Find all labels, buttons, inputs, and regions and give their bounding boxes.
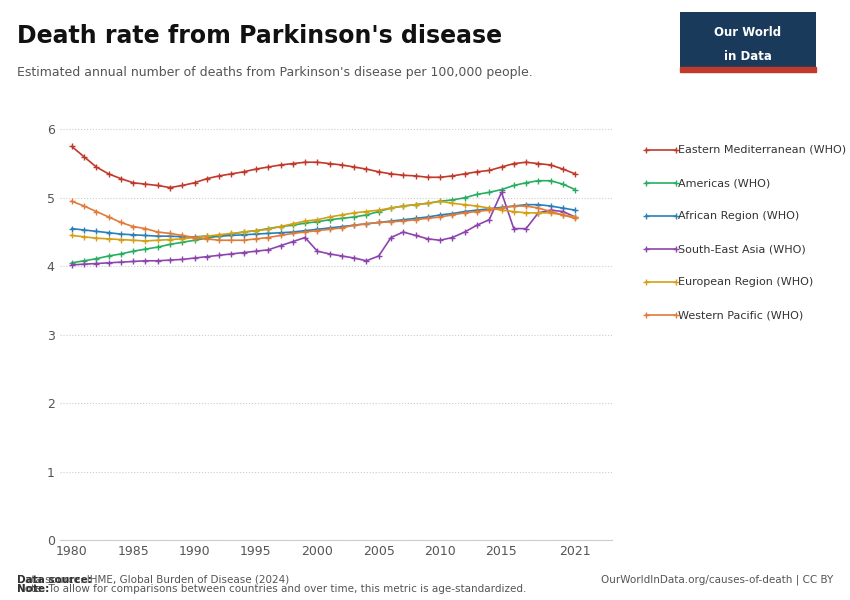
Text: Data source:: Data source: <box>17 575 95 585</box>
Text: Eastern Mediterranean (WHO): Eastern Mediterranean (WHO) <box>678 145 847 155</box>
Text: Note:: Note: <box>17 584 53 594</box>
Text: Estimated annual number of deaths from Parkinson's disease per 100,000 people.: Estimated annual number of deaths from P… <box>17 66 533 79</box>
Text: Our World: Our World <box>715 26 781 40</box>
Text: Western Pacific (WHO): Western Pacific (WHO) <box>678 310 803 320</box>
Text: Note: To allow for comparisons between countries and over time, this metric is a: Note: To allow for comparisons between c… <box>17 584 526 594</box>
Bar <box>680 67 816 72</box>
Text: European Region (WHO): European Region (WHO) <box>678 277 813 287</box>
Text: African Region (WHO): African Region (WHO) <box>678 211 800 221</box>
Text: Americas (WHO): Americas (WHO) <box>678 178 771 188</box>
Text: in Data: in Data <box>724 50 772 64</box>
Text: South-East Asia (WHO): South-East Asia (WHO) <box>678 244 806 254</box>
Text: Data source: IHME, Global Burden of Disease (2024): Data source: IHME, Global Burden of Dise… <box>17 575 289 585</box>
Text: Death rate from Parkinson's disease: Death rate from Parkinson's disease <box>17 24 502 48</box>
Text: OurWorldInData.org/causes-of-death | CC BY: OurWorldInData.org/causes-of-death | CC … <box>601 575 833 585</box>
